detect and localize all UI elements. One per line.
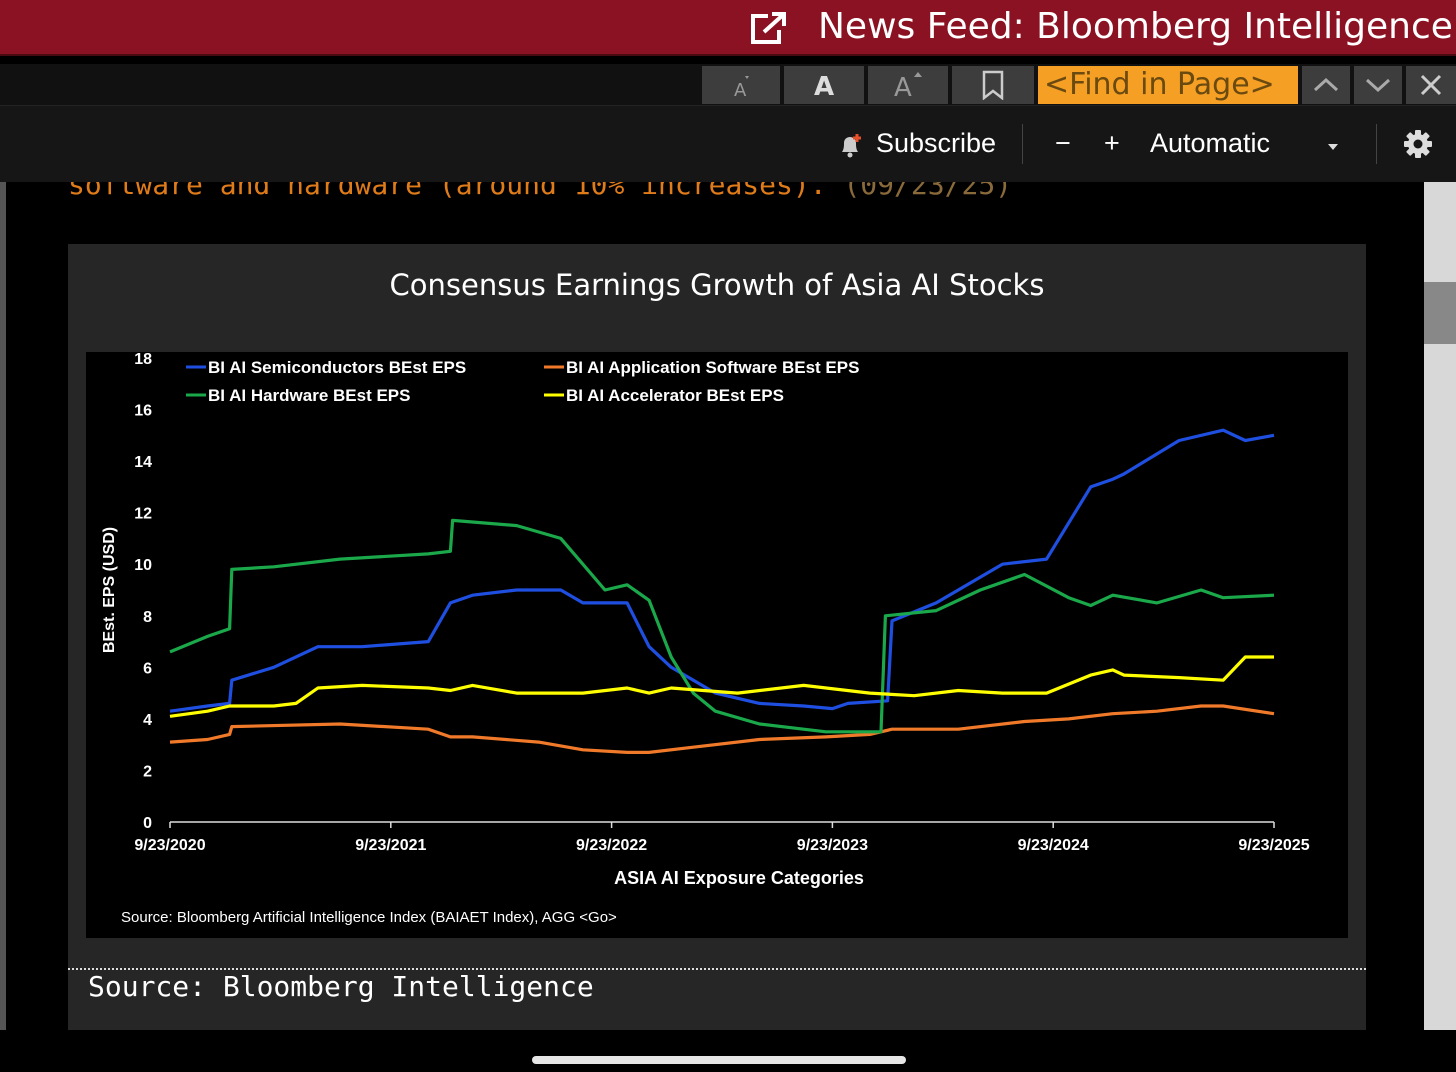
legend-entry: BI AI Semiconductors BEst EPS	[208, 358, 466, 377]
y-tick-label: 18	[134, 352, 152, 368]
bell-plus-icon	[842, 134, 861, 158]
y-tick-label: 2	[143, 763, 152, 780]
x-tick-label: 9/23/2025	[1238, 837, 1309, 854]
y-tick-label: 0	[143, 815, 152, 832]
line-chart: 0 2 4 6 8 10 12 14 16 18 9/23/2020 9/23/2021 9/23/20…	[101, 351, 1310, 926]
article-text: software and hardware (around 10% increa…	[68, 182, 827, 201]
y-axis-label: BEst. EPS (USD)	[101, 527, 118, 653]
x-tick-label: 9/23/2021	[355, 837, 426, 854]
chevron-up-icon	[1313, 77, 1339, 92]
series-line-1	[169, 428, 1275, 713]
gear-icon[interactable]	[1402, 128, 1434, 160]
font-reset-icon: A	[814, 72, 834, 100]
chevron-down-icon	[1365, 78, 1391, 93]
chart-figure: Consensus Earnings Growth of Asia AI Sto…	[68, 244, 1366, 1030]
x-tick-label: 9/23/2020	[134, 837, 205, 854]
article-content: software and hardware (around 10% increa…	[0, 182, 1424, 1030]
figure-divider	[68, 968, 1366, 970]
font-larger-icon: A	[894, 72, 922, 100]
legend-entry: BI AI Application Software BEst EPS	[566, 358, 859, 377]
legend-entry: BI AI Accelerator BEst EPS	[566, 386, 784, 405]
series-line-4	[169, 655, 1274, 718]
chart-area: 0 2 4 6 8 10 12 14 16 18 9/23/2020 9/23/2021 9/23/20…	[86, 351, 1348, 938]
window-title: News Feed: Bloomberg Intelligence	[818, 6, 1453, 47]
divider	[1022, 124, 1023, 164]
chart-title: Consensus Earnings Growth of Asia AI Sto…	[389, 268, 1045, 302]
left-edge	[0, 182, 6, 1030]
find-close-button[interactable]	[1406, 66, 1456, 104]
popout-icon[interactable]	[750, 10, 790, 46]
y-tick-label: 4	[143, 712, 152, 729]
control-bar: Subscribe − + Automatic	[0, 106, 1456, 182]
figure-source: Source: Bloomberg Intelligence	[88, 970, 594, 1003]
y-tick-label: 6	[143, 660, 152, 677]
scrollbar-thumb[interactable]	[1424, 282, 1456, 344]
article-text-fragment: software and hardware (around 10% increa…	[68, 182, 1012, 201]
font-smaller-button[interactable]: A	[702, 66, 780, 104]
x-tick-label: 9/23/2023	[797, 837, 868, 854]
y-tick-label: 12	[134, 506, 152, 523]
zoom-in-button[interactable]: +	[1104, 128, 1120, 158]
find-next-button[interactable]	[1354, 66, 1402, 104]
zoom-out-button[interactable]: −	[1055, 128, 1071, 158]
series-line-3	[169, 518, 1275, 734]
svg-text:A: A	[814, 72, 834, 100]
subscribe-button[interactable]: Subscribe	[876, 128, 997, 158]
divider	[1376, 124, 1377, 164]
y-tick-label: 10	[134, 557, 152, 574]
close-icon	[1420, 74, 1442, 96]
title-bar: News Feed: Bloomberg Intelligence	[0, 0, 1456, 56]
display-mode-select[interactable]: Automatic	[1150, 128, 1271, 158]
svg-text:A: A	[734, 80, 747, 100]
y-tick-label: 14	[134, 454, 152, 471]
svg-text:A: A	[894, 73, 912, 100]
find-previous-button[interactable]	[1302, 66, 1350, 104]
find-in-page-input[interactable]: <Find in Page>	[1038, 66, 1298, 104]
font-larger-button[interactable]: A	[868, 66, 948, 104]
font-reset-button[interactable]: A	[784, 66, 864, 104]
y-tick-label: 16	[134, 403, 152, 420]
bookmark-button[interactable]	[952, 66, 1034, 104]
article-date: (09/23/25)	[843, 182, 1013, 201]
font-smaller-icon: A	[734, 76, 749, 100]
bookmark-icon	[982, 70, 1004, 100]
home-indicator	[532, 1056, 906, 1064]
x-axis-label: ASIA AI Exposure Categories	[614, 868, 864, 888]
y-tick-label: 8	[143, 609, 152, 626]
series-line-2	[169, 704, 1275, 754]
caret-down-icon[interactable]	[1326, 142, 1340, 152]
x-tick-label: 9/23/2022	[576, 837, 647, 854]
chart-source-note: Source: Bloomberg Artificial Intelligenc…	[121, 909, 617, 926]
x-tick-label: 9/23/2024	[1018, 837, 1089, 854]
legend-entry: BI AI Hardware BEst EPS	[208, 386, 411, 405]
find-toolbar: A A A <Find in Page>	[0, 64, 1456, 106]
